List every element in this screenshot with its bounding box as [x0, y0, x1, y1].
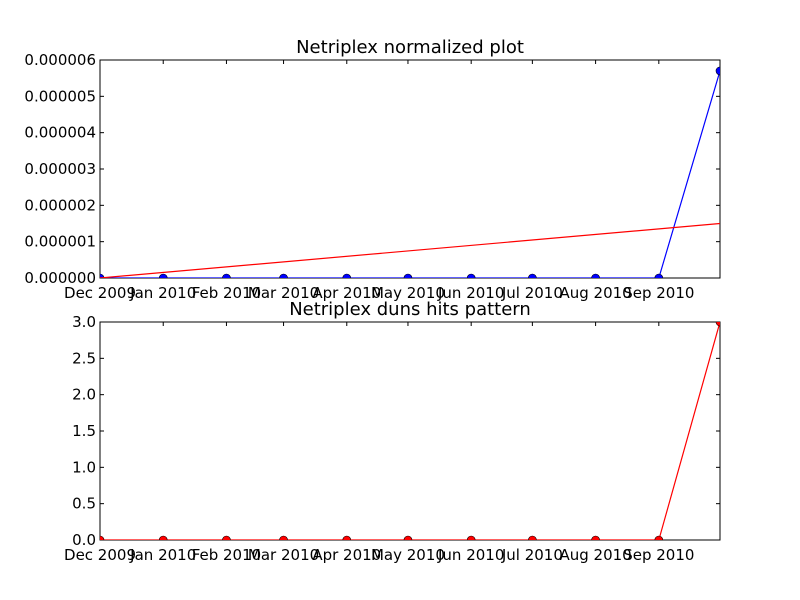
- series-group: [100, 322, 720, 540]
- y-tick-label: 1.5: [72, 422, 96, 440]
- x-tick-label: Jan 2010: [129, 284, 196, 302]
- data-point: [591, 535, 600, 540]
- y-tick-label: 1.0: [72, 458, 96, 476]
- axes-frame: [99, 59, 721, 279]
- y-tick-label: 0.000004: [24, 124, 96, 142]
- x-tick-label: Feb 2010: [192, 284, 262, 302]
- data-point: [100, 273, 105, 278]
- chart-title: Netriplex normalized plot: [296, 37, 524, 58]
- data-point: [528, 273, 537, 278]
- x-tick-label: Sep 2010: [623, 284, 694, 302]
- series-line-0: [100, 70, 720, 278]
- x-tick-label: Feb 2010: [192, 546, 262, 564]
- x-tick-label: Jun 2010: [437, 546, 504, 564]
- x-tick-label: Jun 2010: [437, 284, 504, 302]
- data-point: [715, 66, 720, 76]
- data-point: [715, 322, 720, 327]
- x-tick-label: Dec 2009: [64, 546, 136, 564]
- y-tick-label: 0.000005: [24, 87, 96, 105]
- y-tick-label: 0.000000: [24, 269, 96, 287]
- y-tick-label: 0.000002: [24, 196, 96, 214]
- y-tick-label: 0.000003: [24, 160, 96, 178]
- y-tick-label: 3.0: [72, 313, 96, 331]
- bottom-chart-duns-hits: Netriplex duns hits pattern Dec 2009Jan …: [64, 299, 721, 564]
- x-tick-label: Jul 2010: [501, 284, 563, 302]
- data-point: [591, 273, 600, 278]
- series-line-1: [100, 222, 720, 278]
- data-point: [528, 535, 537, 540]
- y-tick-label: 0.0: [72, 531, 96, 549]
- series-group: [100, 66, 720, 278]
- data-point: [158, 273, 168, 278]
- data-point: [654, 273, 664, 278]
- data-point: [466, 273, 476, 278]
- x-tick-label: Aug 2010: [559, 546, 631, 564]
- y-tick-label: 0.000006: [24, 51, 96, 69]
- axes-frame: [99, 321, 721, 541]
- x-tick-label: Mar 2010: [248, 546, 319, 564]
- data-point: [222, 535, 231, 540]
- x-tick-label: Aug 2010: [559, 284, 631, 302]
- y-tick-label: 0.000001: [24, 233, 96, 251]
- x-tick-label: May 2010: [371, 284, 445, 302]
- x-tick-label: Jan 2010: [129, 546, 196, 564]
- y-tick-label: 0.5: [72, 495, 96, 513]
- data-point: [466, 535, 476, 540]
- y-tick-label: 2.5: [72, 349, 96, 367]
- data-point: [654, 535, 664, 540]
- x-tick-label: Dec 2009: [64, 284, 136, 302]
- x-tick-label: Sep 2010: [623, 546, 694, 564]
- data-point: [403, 273, 413, 278]
- x-tick-label: Apr 2010: [312, 546, 381, 564]
- data-point: [342, 273, 352, 278]
- data-point: [342, 535, 352, 540]
- series-line-0: [100, 322, 720, 540]
- data-point: [100, 535, 105, 540]
- data-point: [403, 535, 413, 540]
- data-point: [279, 273, 288, 278]
- x-tick-label: May 2010: [371, 546, 445, 564]
- chart-title: Netriplex duns hits pattern: [289, 299, 531, 320]
- data-point: [279, 535, 288, 540]
- x-tick-label: Mar 2010: [248, 284, 319, 302]
- y-tick-label: 2.0: [72, 386, 96, 404]
- data-point: [222, 273, 231, 278]
- x-tick-label: Apr 2010: [312, 284, 381, 302]
- data-point: [158, 535, 168, 540]
- x-tick-label: Jul 2010: [501, 546, 563, 564]
